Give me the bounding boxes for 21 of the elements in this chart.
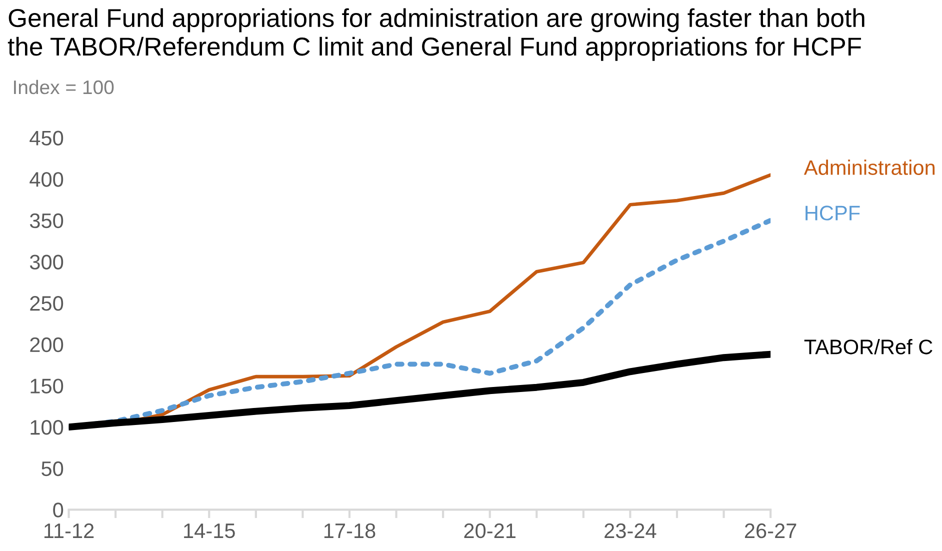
series-label: Administration [804,160,935,175]
x-tick-label: 14-15 [184,524,235,538]
y-tick-label: 350 [30,213,64,228]
x-tick-label: 17-18 [324,523,376,538]
chart-subtitle: Index = 100 [14,80,114,94]
y-tick-label: 250 [30,296,64,311]
x-tick-label: 20-21 [464,523,516,538]
y-tick-label: 300 [30,254,64,270]
chart-title: General Fund appropriations for administration are growing faster than both the TABOR/Referendum C limit and General Fund appropriations for HCPF [8,8,864,61]
y-tick-label: 50 [42,461,64,476]
series-label: TABOR/Ref C [804,339,932,354]
series-label: HCPF [806,206,860,220]
y-tick-label: 0 [53,502,64,518]
y-tick-label: 200 [30,337,64,352]
y-tick-label: 400 [30,172,64,187]
y-tick-label: 450 [30,130,64,146]
y-tick-label: 150 [30,378,64,394]
x-tick-label: 11-12 [44,523,94,538]
x-tick-label: 26-27 [744,523,796,538]
x-tick-label: 23-24 [604,523,656,538]
y-tick-label: 100 [30,420,64,435]
